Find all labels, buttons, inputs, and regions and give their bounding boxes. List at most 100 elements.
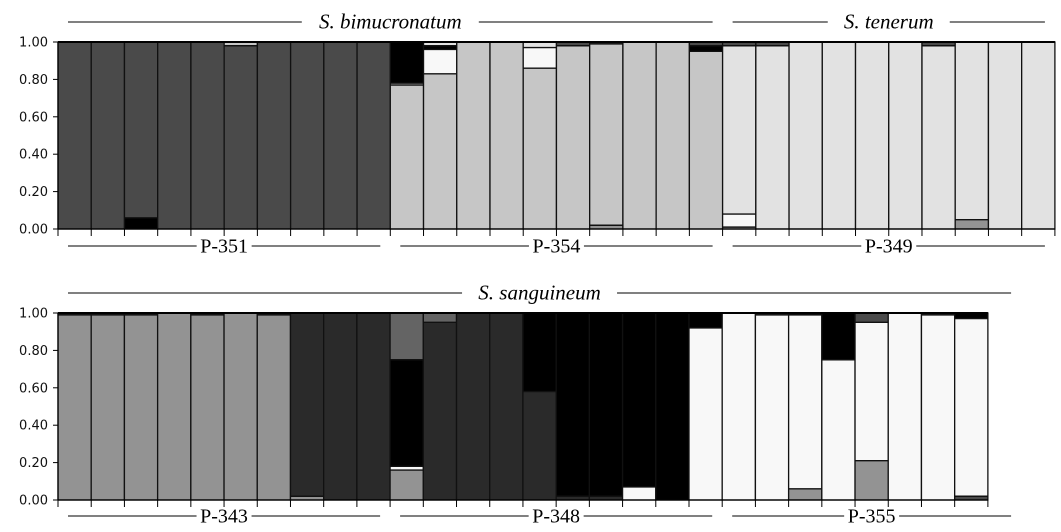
bar-segment-k2 bbox=[523, 68, 557, 230]
bar-segment-k4 bbox=[423, 49, 457, 74]
bar-segment-k3 bbox=[821, 313, 856, 360]
y-tick-label: 1.00 bbox=[19, 307, 48, 322]
bar-segment-k6 bbox=[58, 314, 92, 500]
y-tick-label: 0.80 bbox=[19, 344, 48, 359]
y-tick-label: 1.00 bbox=[19, 36, 48, 51]
bar-segment-k4 bbox=[755, 314, 789, 500]
bar-segment-k3 bbox=[390, 42, 424, 84]
bar-segment-k2 bbox=[622, 42, 657, 229]
bar-segment-k1 bbox=[257, 42, 291, 229]
species-label: S. sanguineum bbox=[478, 281, 601, 305]
bar-segment-k5 bbox=[789, 42, 823, 229]
bar-segment-k4 bbox=[523, 47, 557, 69]
bar-segment-k1 bbox=[722, 42, 756, 46]
bar-segment-k3 bbox=[390, 359, 424, 467]
bar-segment-k2 bbox=[489, 42, 524, 229]
bar-segment-k6 bbox=[390, 470, 424, 500]
bar-segment-k4 bbox=[888, 313, 922, 500]
bar-segment-k6 bbox=[91, 314, 125, 500]
bar-segment-k4 bbox=[788, 314, 822, 489]
bar-segment-k5 bbox=[888, 42, 922, 229]
bar-segment-k7 bbox=[456, 313, 490, 500]
population-label: P-354 bbox=[533, 236, 581, 258]
bar-segment-k2 bbox=[390, 85, 424, 229]
bar-segment-k4 bbox=[722, 313, 756, 500]
bar-segment-k6 bbox=[589, 225, 623, 229]
bar-segment-k4 bbox=[688, 327, 723, 500]
bar-segment-k5 bbox=[955, 42, 989, 220]
bar-segment-k7 bbox=[423, 322, 457, 500]
bar-segment-k4 bbox=[855, 322, 889, 461]
y-tick-label: 0.60 bbox=[19, 381, 48, 396]
bar-segment-k4 bbox=[722, 214, 756, 228]
bar-segment-k3 bbox=[423, 45, 457, 50]
bar-segment-k2 bbox=[656, 42, 690, 229]
bar-segment-k2 bbox=[423, 73, 457, 229]
bar-segment-k1 bbox=[689, 42, 723, 46]
bar-segment-k5 bbox=[755, 45, 790, 229]
bar-segment-k7 bbox=[356, 313, 391, 500]
bar-segment-k3 bbox=[124, 217, 158, 229]
bar-segment-k1 bbox=[921, 42, 956, 46]
bar-segment-k7 bbox=[290, 313, 324, 497]
bar-segment-k3 bbox=[688, 313, 723, 328]
bar-segment-k3 bbox=[689, 45, 723, 52]
population-label: P-348 bbox=[532, 506, 580, 528]
bar-segment-k5 bbox=[988, 42, 1022, 229]
y-tick-label: 0.40 bbox=[19, 148, 48, 163]
bar-segment-k2 bbox=[589, 43, 623, 226]
bar-segment-k3 bbox=[622, 313, 656, 487]
structure-panel-top: 0.00 0.20 0.40 0.60 0.80 1.00 S. bimucronatum S… bbox=[19, 10, 1056, 258]
bar-segment-k3 bbox=[954, 313, 988, 319]
bar-segment-k1 bbox=[91, 42, 125, 229]
species-label: S. tenerum bbox=[844, 10, 934, 34]
population-label: P-351 bbox=[200, 236, 248, 258]
bar-segment-k4 bbox=[390, 466, 424, 471]
bar-segment-k7 bbox=[589, 496, 623, 500]
bar-segment-k6 bbox=[257, 314, 291, 500]
bar-segment-k6 bbox=[290, 496, 324, 500]
bar-segment-k2 bbox=[224, 42, 258, 46]
bar-segment-k1 bbox=[124, 42, 158, 218]
y-tick-label: 0.80 bbox=[19, 73, 48, 88]
bar-segment-k1 bbox=[954, 496, 988, 500]
bar-segment-k2 bbox=[556, 45, 590, 229]
bar-segment-k8 bbox=[390, 313, 424, 360]
bar-segment-k1 bbox=[224, 45, 258, 229]
bar-segment-k2 bbox=[689, 51, 723, 229]
bar-segment-k1 bbox=[190, 42, 225, 229]
bar-segment-k5 bbox=[921, 45, 956, 229]
population-label: P-343 bbox=[200, 506, 248, 528]
bar-segment-k5 bbox=[855, 42, 889, 229]
bar-segment-k7 bbox=[556, 496, 590, 500]
bar-segment-k2 bbox=[456, 42, 490, 229]
species-label: S. bimucronatum bbox=[319, 10, 462, 34]
bar-segment-k6 bbox=[157, 313, 191, 500]
bar-segment-k2 bbox=[722, 227, 756, 229]
bar-segment-k5 bbox=[722, 45, 756, 215]
bar-segment-k6 bbox=[124, 314, 158, 500]
bar-segment-k4 bbox=[821, 359, 856, 500]
bar-segment-k6 bbox=[955, 219, 989, 229]
bar-segment-k1 bbox=[157, 42, 191, 229]
bar-segment-k3 bbox=[589, 313, 623, 497]
bar-segment-k5 bbox=[423, 42, 457, 46]
bar-segment-k1 bbox=[357, 42, 391, 229]
y-tick-label: 0.20 bbox=[19, 185, 48, 200]
y-tick-label: 0.40 bbox=[19, 419, 48, 434]
bar-segment-k3 bbox=[556, 313, 590, 497]
y-tick-label: 0.20 bbox=[19, 456, 48, 471]
bar-segment-k3 bbox=[655, 313, 689, 500]
bar-segment-k4 bbox=[390, 83, 424, 86]
bar-segment-k7 bbox=[522, 391, 557, 500]
bar-segment-k6 bbox=[190, 314, 225, 500]
bar-segment-k6 bbox=[855, 460, 889, 500]
bar-segment-k6 bbox=[788, 488, 822, 500]
bar-segment-k5 bbox=[822, 42, 856, 229]
bar-segment-k1 bbox=[290, 42, 324, 229]
bar-segment-k1 bbox=[755, 42, 790, 46]
bar-segment-k1 bbox=[323, 42, 358, 229]
bar-segment-k5 bbox=[1021, 42, 1055, 229]
y-tick-label: 0.00 bbox=[19, 223, 48, 238]
